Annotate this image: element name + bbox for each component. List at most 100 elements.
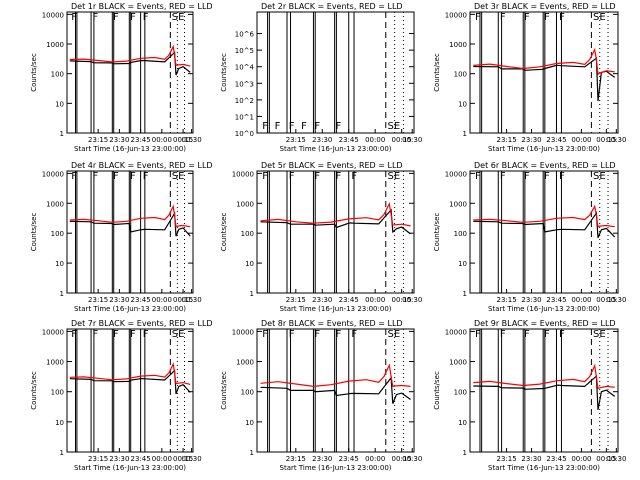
y-tick-label: 10 [458, 260, 467, 268]
x-tick-label: 00:00 [152, 296, 172, 304]
x-tick-label: 00:30 [606, 136, 626, 144]
x-tick-label: 00:30 [402, 296, 422, 304]
y-axis-label: Counts/sec [433, 53, 441, 92]
panel-title: Det 5r BLACK = Events, RED = LLD [261, 161, 403, 170]
flag-label: F [92, 171, 98, 182]
flag-label: F [475, 329, 481, 340]
events-series-line [473, 211, 616, 239]
y-tick-label: 10000 [42, 170, 64, 178]
flag-label: F [130, 171, 136, 182]
plot-frame [256, 11, 415, 134]
flag-label: F [143, 329, 149, 340]
flag-label: SE [593, 12, 606, 23]
lld-series-line [473, 363, 615, 390]
x-tick-label: 00:30 [606, 455, 626, 463]
x-tick-label: 00:00 [152, 136, 172, 144]
flag-label: F [92, 12, 98, 23]
flag-label: SE [388, 329, 401, 340]
flag-label: SE [172, 329, 185, 340]
flag-label: F [500, 12, 506, 23]
y-tick-label: 1000 [46, 200, 64, 208]
x-tick-label: 00:30 [181, 136, 201, 144]
panel-det-7: Det 7r BLACK = Events, RED = LLD 1 10 100 10… [30, 319, 213, 472]
flag-label: F [113, 12, 119, 23]
flag-label: F [130, 12, 136, 23]
plot-frame [469, 328, 619, 453]
flag-label: F [301, 121, 307, 132]
x-axis-label: Start Time (16-Jun-13 23:00:00) [280, 305, 392, 313]
x-tick-label: 00:00 [365, 455, 385, 463]
flag-label: SE [388, 171, 401, 182]
y-tick-label: 1000 [449, 41, 467, 49]
flag-label: SE [593, 329, 606, 340]
plot-frame [256, 328, 415, 453]
y-tick-label: 100 [454, 71, 467, 79]
flag-label: F [71, 329, 77, 340]
y-tick-label: 1 [463, 130, 467, 138]
y-tick-label: 10 [458, 100, 467, 108]
events-series-line [69, 369, 191, 395]
y-tick-label: 100 [241, 230, 254, 238]
y-tick-label: 1 [60, 130, 64, 138]
flag-label: F [524, 329, 530, 340]
x-tick-label: 00:00 [571, 296, 591, 304]
x-tick-label: 23:15 [88, 455, 108, 463]
x-axis-label: Start Time (16-Jun-13 23:00:00) [488, 145, 600, 153]
events-series-line [69, 211, 191, 237]
x-tick-label: 23:30 [521, 136, 541, 144]
y-axis-label: Counts/sec [220, 371, 228, 410]
x-tick-label: 00:00 [365, 296, 385, 304]
flag-label: F [289, 329, 295, 340]
flag-label: F [500, 171, 506, 182]
flag-label: F [544, 329, 550, 340]
x-tick-label: 23:15 [88, 136, 108, 144]
y-tick-label: 1 [60, 290, 64, 298]
x-tick-label: 23:45 [339, 455, 359, 463]
panel-det-8: Det 8r BLACK = Events, RED = LLD 1 10 100 10… [220, 319, 422, 472]
plot-frame [66, 170, 194, 294]
y-tick-label: 10 [55, 100, 64, 108]
y-tick-label: 10000 [445, 328, 467, 336]
events-series-line [260, 208, 411, 235]
y-tick-label: 10^2 [235, 97, 254, 105]
events-series-line [69, 51, 191, 76]
flag-label: F [92, 329, 98, 340]
lld-series-line [473, 204, 615, 228]
y-axis-label: Counts/sec [220, 53, 228, 92]
flag-label: F [314, 121, 320, 132]
y-tick-label: 10000 [445, 170, 467, 178]
x-axis-label: Start Time (16-Jun-13 23:00:00) [488, 305, 600, 313]
x-axis-label: Start Time (16-Jun-13 23:00:00) [280, 464, 392, 472]
panel-title: Det 1r BLACK = Events, RED = LLD [71, 2, 213, 11]
flag-label: F [71, 12, 77, 23]
x-tick-label: 23:45 [546, 296, 566, 304]
y-tick-label: 10^5 [235, 47, 254, 55]
x-axis-label: Start Time (16-Jun-13 23:00:00) [280, 145, 392, 153]
flag-label: F [275, 121, 281, 132]
x-tick-label: 00:00 [152, 455, 172, 463]
lld-series-line [473, 47, 615, 76]
y-tick-label: 100 [241, 389, 254, 397]
flag-label: F [351, 329, 357, 340]
flag-label: F [262, 171, 268, 182]
x-tick-label: 23:15 [88, 296, 108, 304]
y-axis-label: Counts/sec [30, 213, 38, 252]
x-tick-label: 23:15 [286, 296, 306, 304]
y-axis-label: Counts/sec [220, 213, 228, 252]
x-tick-label: 23:30 [109, 455, 129, 463]
x-tick-label: 00:30 [402, 455, 422, 463]
panel-det-6: Det 6r BLACK = Events, RED = LLD 1 10 100 10… [433, 161, 626, 313]
panel-title: Det 8r BLACK = Events, RED = LLD [261, 319, 403, 328]
panel-det-1: Det 1r BLACK = Events, RED = LLD 1 10 100 10… [30, 2, 213, 153]
flag-label: F [262, 121, 268, 132]
events-series-line [473, 374, 616, 410]
y-tick-label: 10^1 [235, 113, 254, 121]
x-tick-label: 23:30 [109, 136, 129, 144]
x-tick-label: 00:15 [173, 296, 193, 304]
y-tick-label: 100 [454, 230, 467, 238]
plot-frame [469, 11, 619, 134]
y-tick-label: 1000 [46, 359, 64, 367]
x-tick-label: 23:30 [109, 296, 129, 304]
flag-label: F [524, 12, 530, 23]
flag-label: F [544, 171, 550, 182]
